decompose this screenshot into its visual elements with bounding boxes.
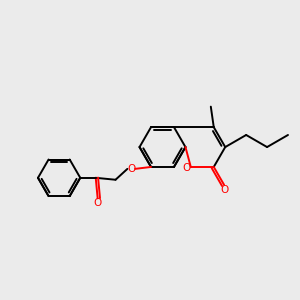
- Text: O: O: [220, 185, 229, 195]
- Text: O: O: [182, 163, 190, 172]
- Text: O: O: [127, 164, 135, 174]
- Text: O: O: [94, 198, 102, 208]
